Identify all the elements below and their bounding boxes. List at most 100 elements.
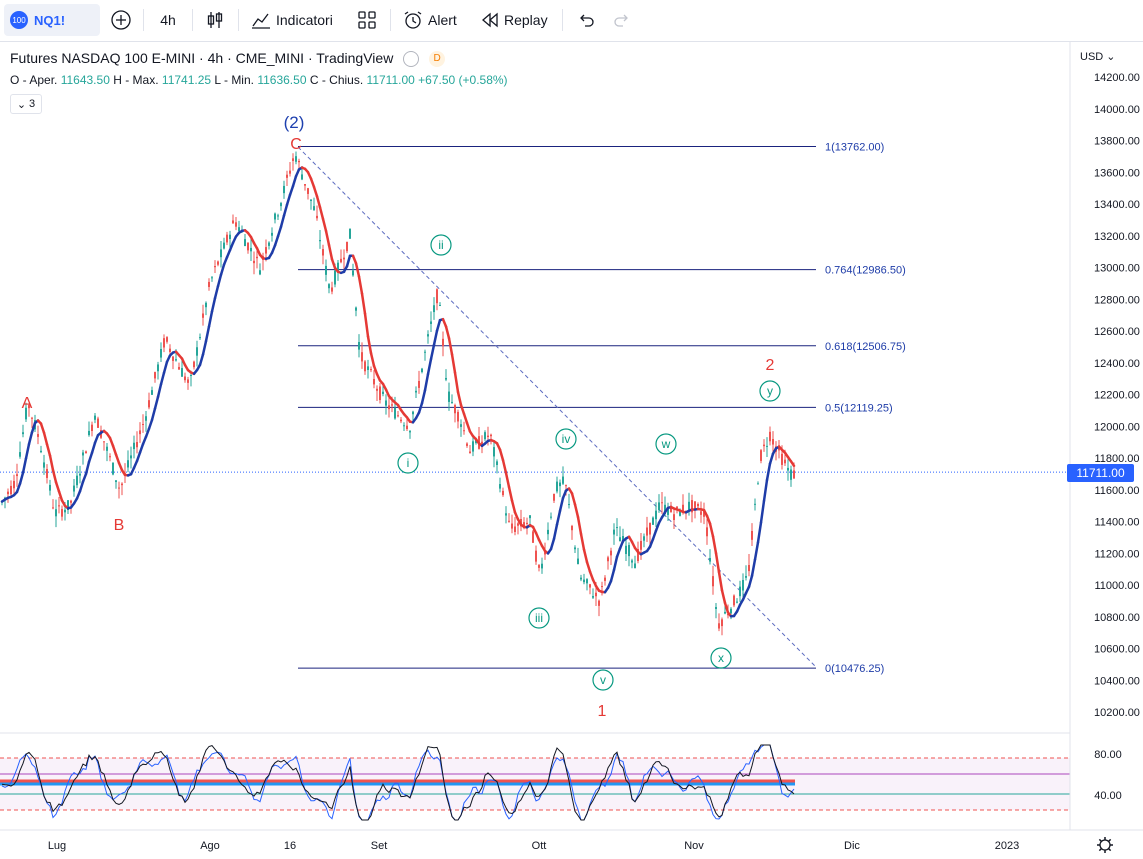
bar-type-button[interactable] — [202, 4, 228, 36]
candle-body — [460, 424, 462, 427]
moving-average-segment — [510, 499, 517, 514]
candle-body — [391, 404, 393, 406]
candle-body — [409, 431, 411, 433]
candle-body — [547, 529, 549, 535]
indicators-collapse-button[interactable]: ⌄ 3 — [10, 94, 42, 114]
candle-body — [475, 439, 477, 444]
wave-label-ii: ii — [438, 238, 443, 252]
chart-legend: Futures NASDAQ 100 E-MINI · 4h · CME_MIN… — [10, 50, 446, 68]
candle-body — [130, 455, 132, 459]
candle-body — [286, 174, 288, 178]
candle-body — [439, 305, 441, 307]
moving-average-segment — [585, 560, 592, 573]
candle-body — [226, 234, 228, 243]
candle-body — [640, 541, 642, 550]
candle-body — [649, 522, 651, 535]
candle-body — [697, 504, 699, 507]
moving-average-segment — [351, 254, 358, 265]
moving-average-segment — [84, 460, 91, 476]
candle-body — [76, 475, 78, 486]
indicators-button[interactable]: Indicatori — [250, 4, 340, 36]
candle-body — [340, 258, 342, 263]
alert-button[interactable]: Alert — [402, 4, 464, 36]
candle-body — [472, 441, 474, 452]
moving-average-segment — [87, 451, 94, 464]
candle-body — [232, 220, 234, 224]
moving-average-segment — [354, 261, 361, 278]
candle-body — [679, 509, 681, 516]
undo-button[interactable] — [574, 4, 598, 36]
moving-average-segment — [558, 496, 565, 513]
currency-selector[interactable]: USD ⌄ — [1080, 50, 1116, 63]
moving-average-segment — [705, 514, 712, 525]
wave-label-b: B — [114, 517, 125, 534]
delayed-badge[interactable]: D — [429, 51, 446, 68]
candle-body — [37, 434, 39, 437]
templates-button[interactable] — [354, 4, 380, 36]
candle-body — [712, 576, 714, 587]
candle-body — [532, 531, 534, 543]
candle-body — [571, 525, 573, 531]
price-tick-label: 11600.00 — [1094, 485, 1139, 497]
symbol-search-button[interactable]: 100 NQ1! — [4, 4, 100, 36]
moving-average-segment — [21, 457, 28, 475]
candle-body — [205, 302, 207, 308]
candle-body — [793, 470, 795, 479]
wave-label-w-circle — [655, 433, 677, 455]
candle-body — [73, 485, 75, 492]
moving-average-segment — [423, 372, 430, 392]
candle-body — [139, 430, 141, 435]
candle-body — [502, 490, 504, 496]
moving-average-segment — [747, 574, 754, 589]
candle-body — [493, 447, 495, 457]
candle-body — [538, 565, 540, 568]
candle-body — [217, 261, 219, 265]
moving-average-segment — [90, 441, 97, 455]
moving-average-segment — [219, 263, 226, 276]
candle-body — [280, 203, 282, 207]
price-tick-label: 14000.00 — [1094, 104, 1140, 116]
wave-label-x: x — [718, 651, 724, 665]
moving-average-segment — [441, 317, 448, 328]
candle-body — [487, 435, 489, 438]
candle-body — [610, 550, 612, 556]
replay-button[interactable]: Replay — [480, 4, 552, 36]
moving-average-segment — [717, 570, 724, 592]
candle-body — [28, 405, 30, 409]
candle-body — [364, 361, 366, 372]
candle-body — [682, 504, 684, 513]
candle-body — [25, 407, 27, 420]
candle-body — [574, 547, 576, 550]
redo-button[interactable] — [610, 4, 634, 36]
interval-button[interactable]: 4h — [160, 12, 176, 28]
candle-body — [622, 536, 624, 543]
candle-body — [169, 348, 171, 353]
candle-body — [769, 431, 771, 442]
moving-average-segment — [312, 185, 319, 198]
open-label: O - Aper. — [10, 73, 58, 87]
candle-body — [412, 411, 414, 415]
candle-body — [115, 480, 117, 483]
symbol-name: NQ1! — [34, 12, 66, 28]
candle-body — [274, 213, 276, 220]
wave-label-2: 2 — [766, 357, 775, 374]
moving-average-segment — [459, 403, 466, 416]
moving-average-segment — [225, 248, 232, 259]
candle-body — [211, 277, 213, 279]
moving-average-segment — [108, 436, 115, 448]
moving-average-segment — [75, 490, 82, 500]
candle-body — [91, 424, 93, 431]
moving-average-segment — [612, 555, 619, 572]
moving-average-segment — [147, 418, 154, 431]
candle-body — [667, 508, 669, 515]
time-tick-label: 16 — [284, 840, 296, 852]
candle-body — [688, 501, 690, 510]
moving-average-segment — [345, 254, 352, 268]
moving-average-segment — [270, 244, 277, 255]
compare-add-button[interactable] — [108, 4, 134, 36]
moving-average-segment — [48, 454, 55, 472]
candle-body — [508, 520, 510, 522]
moving-average-segment — [750, 558, 757, 578]
chart-title: Futures NASDAQ 100 E-MINI · 4h · CME_MIN… — [10, 50, 394, 66]
